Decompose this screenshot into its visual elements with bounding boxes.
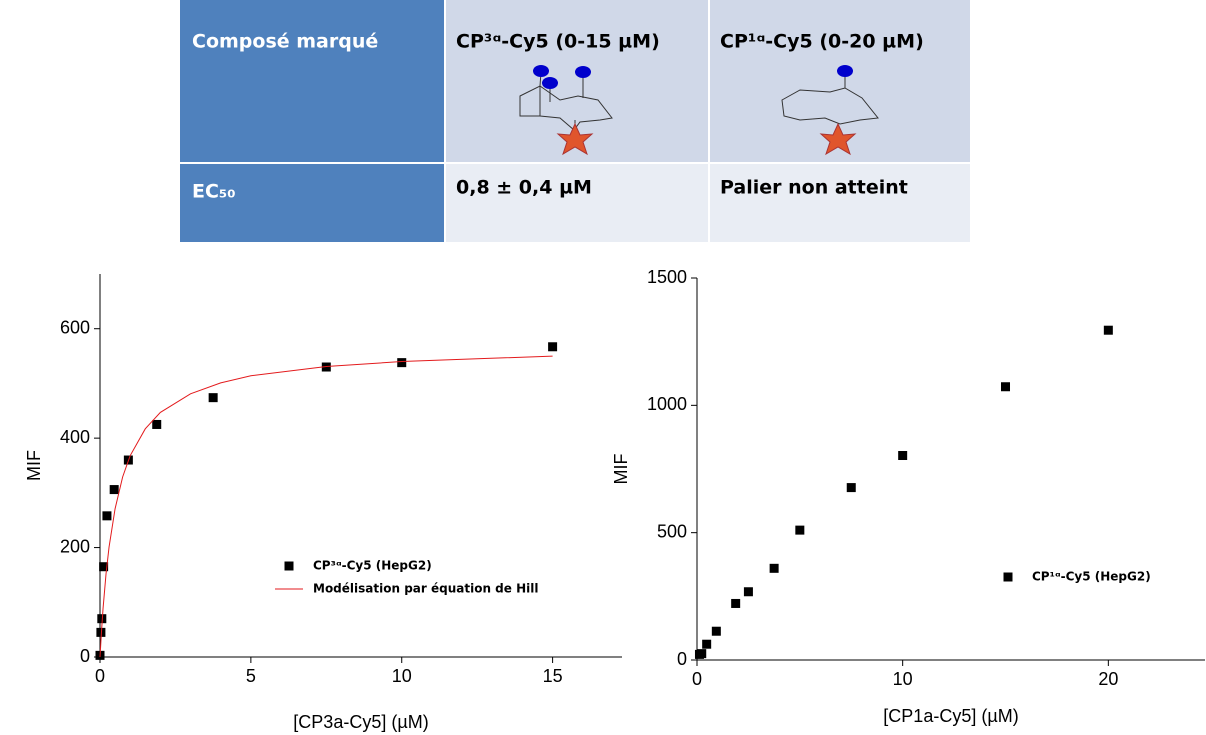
cell [446,164,708,242]
point [208,393,218,403]
molecule-icon [519,65,879,156]
x-axis-label: [CP3a-Cy5] (µM) [293,712,428,732]
point [397,358,407,368]
point [99,562,109,572]
x-tick-label: 15 [543,666,563,686]
y-tick-label: 600 [60,317,90,337]
point [743,587,753,597]
y-tick-label: 500 [657,521,687,541]
point [795,525,805,535]
legend-marker [1003,572,1013,582]
point [697,649,707,659]
point [152,419,162,429]
legend-label: CP¹ᵅ-Cy5 (HepG2) [1032,570,1151,584]
table-header: CP³ᵅ-Cy5 (0-15 µM) [456,31,660,53]
x-tick-label: 20 [1098,669,1118,689]
point [731,598,741,608]
x-axis-label: [CP1a-Cy5] (µM) [883,706,1018,726]
x-tick-label: 10 [392,666,412,686]
point [96,627,106,637]
point [321,362,331,372]
point [1001,382,1011,392]
y-tick-label: 1000 [647,394,687,414]
y-tick-label: 200 [60,536,90,556]
x-tick-label: 0 [95,666,105,686]
table-cell: Palier non atteint [720,177,908,199]
y-tick-label: 0 [677,649,687,669]
point [846,483,856,493]
point [702,639,712,649]
point [898,451,908,461]
point [769,563,779,573]
point [711,626,721,636]
y-tick-label: 1500 [647,267,687,287]
table-header: CP¹ᵅ-Cy5 (0-20 µM) [720,31,924,53]
y-tick-label: 0 [80,646,90,666]
table-cell: EC₅₀ [192,181,236,203]
table-header: Composé marqué [192,31,378,53]
y-axis-label: MIF [24,450,44,481]
point [1103,325,1113,335]
y-axis-label: MIF [611,454,631,485]
point [97,614,107,624]
fit-line [99,355,553,658]
y-tick-label: 400 [60,427,90,447]
legend-marker [284,561,294,571]
cell [710,164,970,242]
x-tick-label: 5 [246,666,256,686]
x-tick-label: 10 [893,669,913,689]
legend-label: CP³ᵅ-Cy5 (HepG2) [313,559,432,573]
legend-label: Modélisation par équation de Hill [313,582,538,596]
point [548,342,558,352]
point [109,485,119,495]
x-tick-label: 0 [692,669,702,689]
header-cell [180,0,444,242]
table-cell: 0,8 ± 0,4 µM [456,177,592,199]
point [102,511,112,521]
table: Composé marqué CP³ᵅ-Cy5 (0-15 µM) CP¹ᵅ-C… [180,0,970,242]
